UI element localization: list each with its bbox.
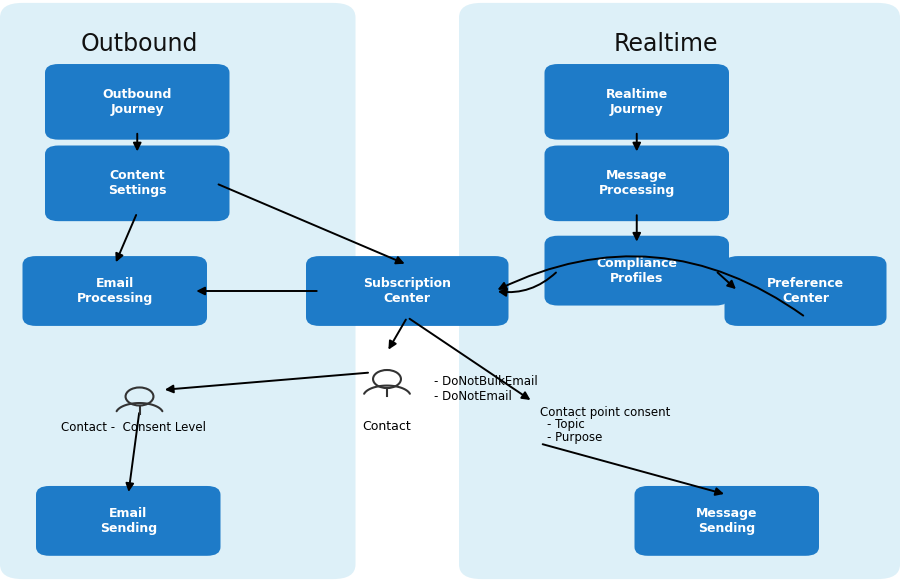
FancyBboxPatch shape [36,486,220,556]
Text: Message
Sending: Message Sending [696,507,758,535]
Text: Contact point consent: Contact point consent [540,406,670,418]
FancyBboxPatch shape [634,486,819,556]
Text: Content
Settings: Content Settings [108,169,166,197]
Text: Outbound: Outbound [81,31,198,56]
Text: Realtime: Realtime [614,31,718,56]
Text: Contact -  Consent Level: Contact - Consent Level [60,421,206,434]
FancyBboxPatch shape [45,146,230,221]
Text: Contact: Contact [363,420,411,432]
Text: Realtime
Journey: Realtime Journey [606,88,668,116]
FancyBboxPatch shape [45,64,230,140]
Text: Subscription
Center: Subscription Center [364,277,451,305]
FancyBboxPatch shape [544,236,729,306]
FancyBboxPatch shape [22,256,207,326]
FancyBboxPatch shape [0,3,356,579]
Text: Email
Sending: Email Sending [100,507,157,535]
Text: - Topic: - Topic [547,418,585,431]
FancyBboxPatch shape [306,256,508,326]
Text: - DoNotBulkEmail: - DoNotBulkEmail [434,375,537,388]
Text: Message
Processing: Message Processing [598,169,675,197]
FancyBboxPatch shape [544,64,729,140]
FancyBboxPatch shape [459,3,900,579]
Text: Preference
Center: Preference Center [767,277,844,305]
Text: Outbound
Journey: Outbound Journey [103,88,172,116]
Text: - DoNotEmail: - DoNotEmail [434,391,512,403]
Text: Compliance
Profiles: Compliance Profiles [596,257,677,285]
FancyBboxPatch shape [544,146,729,221]
Text: - Purpose: - Purpose [547,431,603,444]
FancyBboxPatch shape [724,256,886,326]
Text: Email
Processing: Email Processing [76,277,153,305]
